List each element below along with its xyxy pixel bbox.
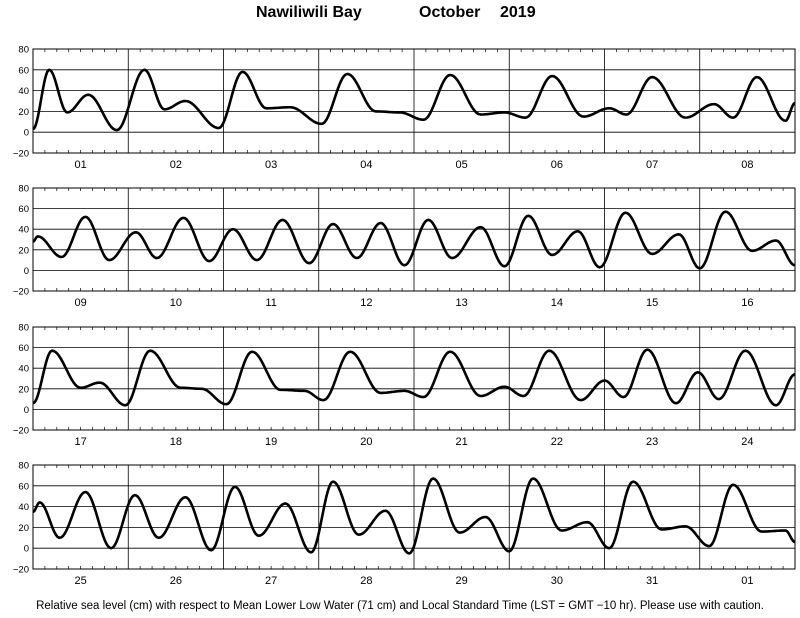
- day-label: 14: [551, 297, 563, 309]
- day-label: 20: [360, 436, 372, 448]
- y-tick-label: 20: [18, 384, 29, 395]
- y-tick-label: 20: [18, 107, 29, 118]
- tide-curve-line: [31, 210, 796, 270]
- y-tick-label: 20: [18, 245, 29, 256]
- footer-note: Relative sea level (cm) with respect to …: [36, 600, 764, 612]
- day-label: 10: [170, 297, 182, 309]
- day-label: 06: [551, 159, 563, 171]
- title-month: October: [419, 4, 481, 21]
- y-tick-label: −20: [13, 565, 29, 576]
- day-label: 25: [75, 575, 87, 587]
- y-tick-label: −20: [13, 287, 29, 298]
- panel-frame: [32, 464, 796, 570]
- y-tick-label: 20: [18, 523, 29, 534]
- y-tick-label: 60: [18, 204, 29, 215]
- day-label: 22: [551, 436, 563, 448]
- y-tick-label: 60: [18, 65, 29, 76]
- y-tick-label: 0: [24, 544, 29, 555]
- tide-curve-line: [32, 477, 796, 555]
- y-tick-label: 60: [18, 343, 29, 354]
- tide-panel-1: −20 0 20 40 60 80 01 02 03 04 05 06 07 08: [13, 45, 796, 171]
- tide-panel-2: −20 0 20 40 60 80 09 10 11 12 13 14 15 16: [13, 184, 796, 309]
- y-tick-label: 80: [18, 461, 29, 472]
- day-label: 30: [551, 575, 563, 587]
- y-tick-label: 40: [18, 502, 29, 513]
- tide-panels: −20 0 20 40 60 80 01 02 03 04 05 06 07 08 −20 0 20 40 60 80…: [13, 45, 796, 587]
- y-tick-label: 80: [18, 45, 29, 56]
- day-label: 15: [646, 297, 658, 309]
- tide-panel-4: −20 0 20 40 60 80 25 26 27 28 29 30 31 01: [13, 461, 796, 587]
- day-label: 27: [265, 575, 277, 587]
- panel-frame: [32, 326, 796, 431]
- y-tick-label: 0: [24, 266, 29, 277]
- day-label: 23: [646, 436, 658, 448]
- day-label: 08: [741, 159, 753, 171]
- day-label: 03: [265, 159, 277, 171]
- y-tick-label: 40: [18, 86, 29, 97]
- day-label: 17: [75, 436, 87, 448]
- y-tick-label: 0: [24, 405, 29, 416]
- day-label: 01: [741, 575, 753, 587]
- tide-curve-line: [32, 68, 796, 132]
- day-label: 02: [170, 159, 182, 171]
- y-tick-label: 80: [18, 323, 29, 334]
- day-label: 05: [456, 159, 468, 171]
- day-label: 18: [170, 436, 182, 448]
- day-label: 24: [741, 436, 753, 448]
- y-tick-label: 40: [18, 364, 29, 375]
- panel-frame: [32, 187, 796, 292]
- day-label: 07: [646, 159, 658, 171]
- day-label: 26: [170, 575, 182, 587]
- day-label: 31: [646, 575, 658, 587]
- day-label: 09: [75, 297, 87, 309]
- y-tick-label: 40: [18, 225, 29, 236]
- tide-panel-3: −20 0 20 40 60 80 17 18 19 20 21 22 23 24: [13, 323, 796, 448]
- day-label: 04: [360, 159, 372, 171]
- y-tick-label: −20: [13, 149, 29, 160]
- day-label: 29: [456, 575, 468, 587]
- day-label: 01: [75, 159, 87, 171]
- day-label: 11: [265, 297, 276, 309]
- day-label: 16: [741, 297, 753, 309]
- chart-title: Nawiliwili Bay October 2019: [0, 4, 800, 26]
- day-label: 21: [456, 436, 468, 448]
- tide-curve-line: [32, 348, 796, 407]
- day-label: 28: [360, 575, 372, 587]
- title-year: 2019: [500, 4, 536, 21]
- day-label: 12: [360, 297, 372, 309]
- station-name: Nawiliwili Bay: [256, 4, 362, 21]
- day-label: 13: [456, 297, 468, 309]
- day-label: 19: [265, 436, 277, 448]
- panel-frame: [32, 48, 796, 154]
- y-tick-label: 60: [18, 481, 29, 492]
- y-tick-label: 80: [18, 184, 29, 195]
- y-tick-label: −20: [13, 426, 29, 437]
- y-tick-label: 0: [24, 128, 29, 139]
